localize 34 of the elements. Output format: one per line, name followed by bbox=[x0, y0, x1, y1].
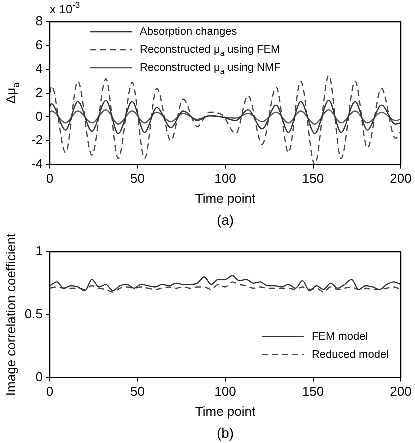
y-axis-title: Δμa bbox=[4, 82, 22, 104]
x-tick-label: 50 bbox=[130, 384, 145, 400]
line-series bbox=[50, 100, 401, 134]
x-tick-label: 100 bbox=[214, 171, 236, 186]
x-tick-label: 50 bbox=[130, 171, 145, 186]
line-series bbox=[50, 282, 401, 293]
y-tick-label: -2 bbox=[31, 132, 43, 148]
y-tick-label: 0.5 bbox=[24, 306, 43, 322]
text: (b) bbox=[216, 424, 234, 441]
legend-label: Absorption changes bbox=[140, 26, 238, 38]
legend-label: Reduced model bbox=[312, 348, 390, 361]
line-series bbox=[50, 109, 401, 125]
x-tick-label: 200 bbox=[390, 171, 412, 186]
y-tick-label: 0 bbox=[36, 369, 43, 384]
y-tick-label: 0 bbox=[36, 108, 43, 124]
line-series bbox=[50, 275, 401, 292]
x-tick-label: 150 bbox=[302, 171, 324, 186]
y-tick-label: -4 bbox=[31, 156, 43, 172]
text: (a) bbox=[216, 212, 234, 228]
y-tick-label: 8 bbox=[36, 14, 43, 29]
line-series bbox=[50, 74, 401, 165]
x-axis-title: Time point bbox=[195, 404, 256, 419]
x-tick-label: 0 bbox=[46, 384, 54, 400]
y-axis-title: Image correlation coefficient bbox=[4, 233, 19, 396]
x-tick-label: 100 bbox=[214, 384, 236, 400]
x-tick-label: 150 bbox=[302, 384, 324, 400]
x-tick-label: 200 bbox=[390, 384, 412, 400]
x-axis-title: Time point bbox=[195, 190, 256, 206]
y-tick-label: 6 bbox=[36, 37, 43, 52]
y-tick-label: 1 bbox=[36, 244, 43, 259]
y-tick-label: 4 bbox=[36, 61, 43, 76]
y-tick-label: 2 bbox=[36, 84, 43, 100]
legend-label: FEM model bbox=[312, 330, 368, 343]
x-tick-label: 0 bbox=[46, 171, 54, 186]
